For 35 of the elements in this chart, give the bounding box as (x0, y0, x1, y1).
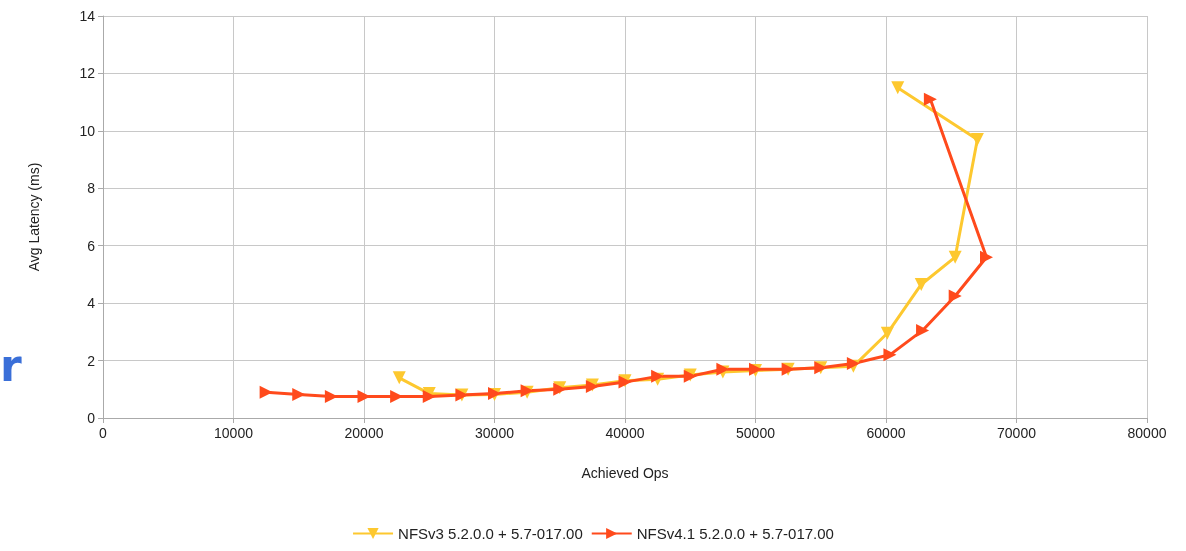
x-tick-label: 0 (99, 425, 108, 441)
point (914, 277, 928, 291)
text: r (0, 340, 22, 391)
point (970, 132, 984, 146)
x-tick-label: 20000 (344, 425, 384, 441)
y-tick-label: 6 (87, 237, 96, 254)
y-tick-label: 12 (79, 65, 96, 82)
point (880, 326, 894, 340)
point (948, 250, 962, 264)
x-tick-label: 60000 (866, 425, 906, 441)
y-tick-label: 0 (87, 410, 96, 426)
point (948, 289, 962, 303)
y-tick-label: 14 (79, 8, 96, 24)
point (292, 387, 306, 401)
x-tick-label: 70000 (997, 425, 1037, 441)
y-axis-title: Avg Latency (ms) (26, 162, 42, 272)
y-tick-label: 2 (87, 352, 96, 369)
point (392, 371, 406, 385)
legend-label: NFSv3 5.2.0.0 + 5.7-017.00 (398, 525, 583, 542)
point (916, 323, 930, 337)
y-tick-label: 8 (87, 180, 96, 197)
legend-label: NFSv4.1 5.2.0.0 + 5.7-017.00 (636, 525, 834, 542)
x-axis-title: Achieved Ops (581, 465, 669, 481)
x-tick-label: 40000 (605, 425, 645, 441)
x-tick-label: 10000 (214, 425, 254, 441)
point (259, 385, 273, 399)
point (883, 348, 897, 362)
x-tick-label: 80000 (1127, 425, 1167, 441)
x-tick-label: 30000 (475, 425, 515, 441)
x-tick-label: 50000 (736, 425, 776, 441)
point (891, 81, 905, 95)
point (923, 92, 937, 106)
y-tick-label: 10 (79, 122, 96, 139)
y-tick-label: 4 (87, 295, 96, 312)
point (979, 250, 993, 264)
